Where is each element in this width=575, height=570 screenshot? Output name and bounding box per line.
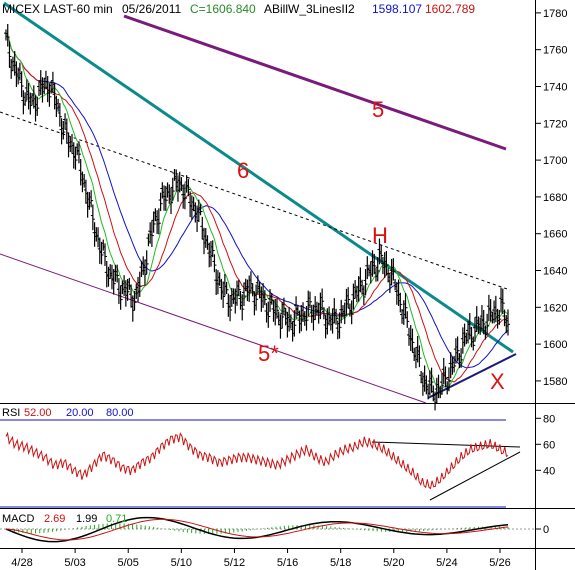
x-tick-label: 5/03 [64, 557, 85, 569]
macd-value-1: 2.69 [44, 513, 65, 525]
rsi-value: 52.00 [24, 407, 52, 419]
x-axis: 4/28 5/03 5/05 5/10 5/12 5/16 5/18 5/20 5/24 5/26 [11, 548, 511, 569]
price-y-tick-label: 1720 [543, 118, 567, 130]
rsi-y-tick-label: 80 [543, 413, 555, 425]
macd-y-tick-label: 0 [543, 524, 549, 536]
price-y-axis: 1580 1600 1620 1640 1660 1680 1700 1720 1740 1760… [535, 8, 567, 388]
x-tick-label: 5/12 [224, 557, 245, 569]
x-tick-label: 5/16 [277, 557, 298, 569]
annotation-5-star: 5* [258, 341, 279, 366]
price-y-tick-label: 1780 [543, 8, 567, 20]
x-tick-label: 5/20 [383, 557, 404, 569]
rsi-level-low-label: 20.00 [66, 407, 94, 419]
ma-slow-line [5, 34, 509, 369]
price-y-tick-label: 1660 [543, 229, 567, 241]
annotation-h: H [372, 223, 388, 248]
macd-label: MACD [2, 513, 34, 525]
rsi-label: RSI [2, 407, 20, 419]
annotation-6: 6 [237, 158, 249, 183]
x-tick-label: 5/18 [330, 557, 351, 569]
trend-line-6 [3, 1, 514, 354]
ma-fast-line [5, 34, 509, 390]
dashed-parallel-line [0, 111, 511, 291]
rsi-y-axis: 40 60 80 [535, 413, 555, 477]
header-close: C=1606.840 [190, 2, 256, 16]
channel-lower-line-5-star [0, 253, 427, 404]
price-y-tick-label: 1600 [543, 339, 567, 351]
price-y-tick-label: 1700 [543, 155, 567, 167]
header-symbol: MICEX LAST-60 min [2, 2, 113, 16]
price-bars [4, 23, 510, 411]
price-y-tick-label: 1680 [543, 192, 567, 204]
price-y-tick-label: 1580 [543, 376, 567, 388]
macd-signal-line [5, 518, 509, 541]
channel-upper-line-5 [123, 14, 507, 151]
rsi-lower-trendline [429, 451, 521, 501]
x-tick-label: 4/28 [11, 557, 32, 569]
price-y-tick-label: 1740 [543, 81, 567, 93]
ma-mid-line [5, 34, 509, 383]
price-y-tick-label: 1620 [543, 302, 567, 314]
rsi-level-high-label: 80.00 [106, 407, 134, 419]
price-y-tick-label: 1640 [543, 266, 567, 278]
rsi-y-tick-label: 40 [543, 465, 555, 477]
macd-value-2: 1.99 [76, 513, 97, 525]
x-tick-label: 5/26 [489, 557, 510, 569]
price-y-tick-label: 1760 [543, 45, 567, 57]
header-date: 05/26/2011 [122, 2, 181, 16]
macd-y-axis: 0 [535, 524, 549, 536]
header-value-1: 1598.107 [372, 2, 422, 16]
x-tick-label: 5/05 [118, 557, 139, 569]
rsi-upper-trendline [371, 441, 521, 448]
header-value-2: 1602.789 [425, 2, 475, 16]
annotation-5: 5 [372, 97, 384, 122]
rsi-line [5, 431, 509, 490]
annotation-x: X [490, 369, 505, 394]
support-line [427, 353, 517, 399]
macd-value-3: 0.71 [106, 513, 127, 525]
header-indicator: ABillW_3LinesII2 [264, 2, 355, 16]
x-tick-label: 5/24 [436, 557, 457, 569]
rsi-y-tick-label: 60 [543, 439, 555, 451]
x-tick-label: 5/10 [171, 557, 192, 569]
